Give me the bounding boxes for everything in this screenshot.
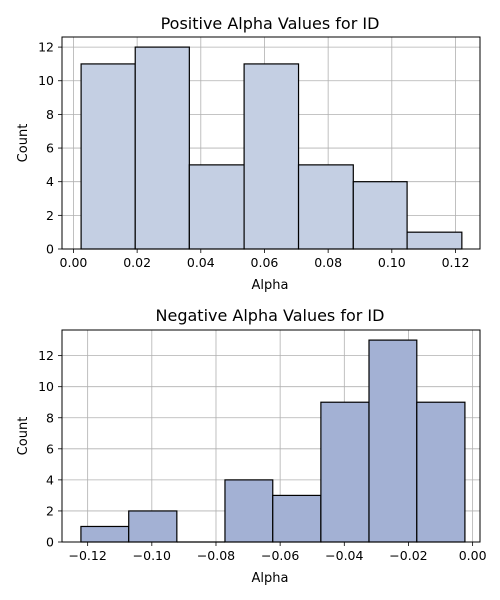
y-tick-label: 6 <box>46 141 54 156</box>
x-tick-label: 0.12 <box>442 255 470 270</box>
y-tick-label: 2 <box>46 503 54 518</box>
y-tick-label: 12 <box>38 348 54 363</box>
x-axis-label: Alpha <box>252 571 289 586</box>
histogram-bars <box>80 46 463 250</box>
histogram-bar <box>416 401 466 543</box>
histogram-bar <box>134 46 190 250</box>
histogram-bar <box>320 401 370 543</box>
y-tick-label: 2 <box>46 208 54 223</box>
y-tick-label: 4 <box>46 472 54 487</box>
x-tick-label: 0.10 <box>378 255 406 270</box>
x-tick-label: 0.00 <box>459 548 487 563</box>
histogram-bar <box>80 525 130 543</box>
histogram-bar <box>224 479 274 543</box>
chart-negative-alpha: Negative Alpha Values for ID Alpha Count… <box>16 306 487 586</box>
y-tick-label: 8 <box>46 410 54 425</box>
x-tick-label: −0.02 <box>389 548 427 563</box>
x-axis-label: Alpha <box>252 278 289 293</box>
histogram-bar <box>272 494 322 543</box>
chart-title: Negative Alpha Values for ID <box>156 306 385 325</box>
x-tick-label: −0.12 <box>69 548 107 563</box>
x-tick-label: 0.04 <box>187 255 215 270</box>
x-tick-label: −0.04 <box>325 548 363 563</box>
histogram-bars <box>80 339 466 543</box>
y-tick-label: 6 <box>46 441 54 456</box>
histogram-bar <box>128 510 178 543</box>
chart-title: Positive Alpha Values for ID <box>161 14 380 33</box>
y-axis-label: Count <box>16 417 31 456</box>
y-tick-label: 0 <box>46 242 54 257</box>
x-tick-label: 0.00 <box>60 255 88 270</box>
y-tick-label: 10 <box>38 73 54 88</box>
axes: 0.00 0.02 0.04 0.06 0.08 0.10 0.12 0 2 4 6 8 10 12 <box>38 36 481 270</box>
y-tick-label: 12 <box>38 40 54 55</box>
histogram-bar <box>406 231 463 250</box>
histogram-bar <box>243 63 300 250</box>
axes: −0.12 −0.10 −0.08 −0.06 −0.04 −0.02 0.00 0 2 4 6 8 1… <box>38 329 487 563</box>
histogram-bar <box>297 164 354 250</box>
y-tick-label: 0 <box>46 535 54 550</box>
x-tick-label: −0.06 <box>261 548 299 563</box>
x-tick-label: 0.06 <box>251 255 279 270</box>
y-tick-label: 4 <box>46 174 54 189</box>
x-tick-label: 0.08 <box>314 255 342 270</box>
axes-frame <box>61 329 481 543</box>
histogram-bar <box>188 164 245 250</box>
axes-frame <box>61 36 481 250</box>
x-tick-label: −0.10 <box>133 548 171 563</box>
histogram-bar <box>368 339 418 543</box>
y-tick-label: 8 <box>46 107 54 122</box>
x-tick-label: −0.08 <box>197 548 235 563</box>
histogram-bar <box>352 181 408 250</box>
y-tick-label: 10 <box>38 379 54 394</box>
histogram-bar <box>80 63 136 250</box>
x-tick-label: 0.02 <box>123 255 151 270</box>
chart-positive-alpha: Positive Alpha Values for ID Alpha Count… <box>16 14 481 293</box>
y-axis-label: Count <box>16 124 31 163</box>
